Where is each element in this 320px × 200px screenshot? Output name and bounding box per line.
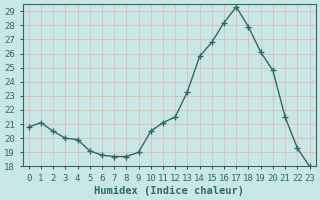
X-axis label: Humidex (Indice chaleur): Humidex (Indice chaleur) <box>94 186 244 196</box>
